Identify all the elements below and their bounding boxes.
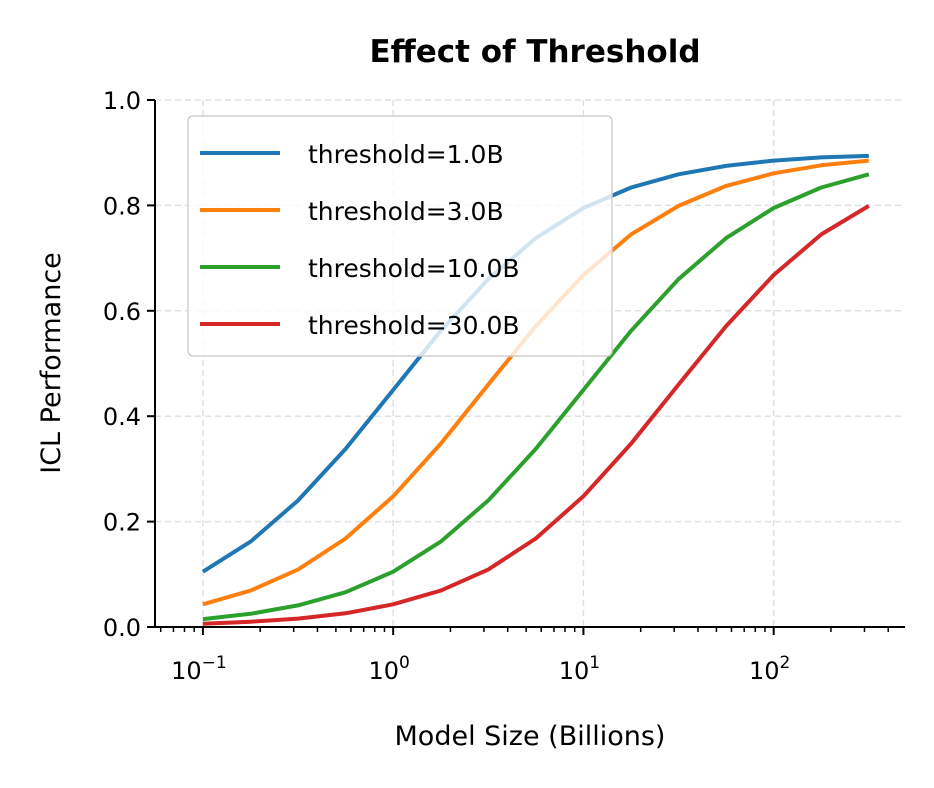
x-tick-base: 10: [368, 657, 399, 685]
legend-label-0: threshold=1.0B: [308, 140, 504, 169]
legend-label-2: threshold=10.0B: [308, 254, 520, 283]
x-tick-label: 100: [368, 653, 409, 685]
x-tick-exponent: −1: [202, 653, 227, 673]
legend: threshold=1.0B threshold=3.0B threshold=10…: [187, 115, 613, 357]
y-tick-label: 0.6: [103, 298, 141, 326]
x-tick-label: 101: [559, 653, 600, 685]
y-tick-label: 0.4: [103, 403, 141, 431]
x-tick-exponent: 1: [589, 653, 600, 673]
x-tick-label: 102: [749, 653, 790, 685]
y-tick-label: 0.0: [103, 614, 141, 642]
legend-label-1: threshold=3.0B: [308, 197, 504, 226]
x-tick-base: 10: [559, 657, 590, 685]
y-axis-label: ICL Performance: [36, 252, 67, 474]
x-tick-label: 10−1: [171, 653, 227, 685]
chart-title: Effect of Threshold: [369, 34, 700, 70]
x-tick-base: 10: [171, 657, 202, 685]
axes: 0.00.20.40.60.81.010−1 100 101 102: [103, 87, 905, 685]
y-tick-label: 1.0: [103, 87, 141, 115]
x-tick-base: 10: [749, 657, 780, 685]
y-tick-label: 0.8: [103, 192, 141, 220]
series-line-3: [202, 204, 870, 626]
y-tick-label: 0.2: [103, 509, 141, 537]
series-line-2: [202, 172, 870, 622]
legend-label-3: threshold=30.0B: [308, 311, 520, 340]
x-tick-exponent: 0: [399, 653, 410, 673]
x-axis-label: Model Size (Billions): [395, 721, 666, 752]
x-tick-exponent: 2: [780, 653, 791, 673]
legend-box: [187, 115, 613, 357]
